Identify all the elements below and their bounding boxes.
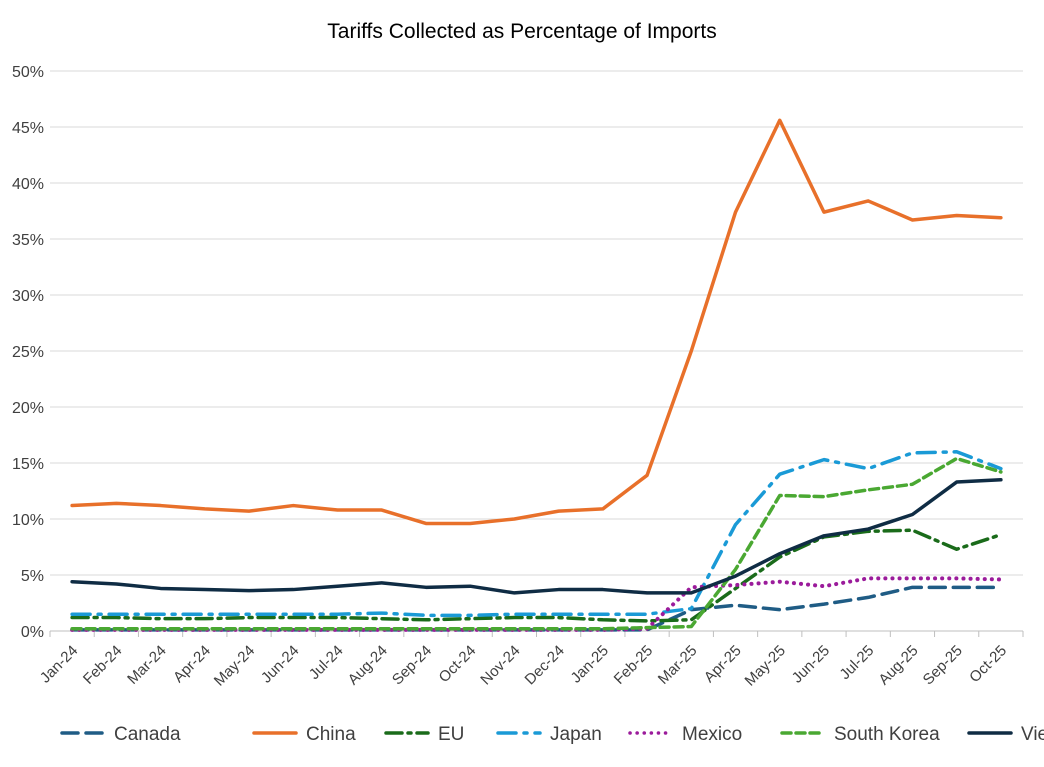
x-tick-label: Jan-24 (37, 642, 81, 686)
y-tick-label: 35% (12, 232, 44, 249)
x-tick-label: Nov-24 (477, 642, 523, 688)
legend-item: Canada (60, 724, 181, 745)
y-tick-label: 0% (21, 624, 44, 641)
x-tick-label: May-25 (742, 642, 789, 689)
legend-item: Japan (496, 724, 602, 745)
y-tick-label: 50% (12, 64, 44, 81)
x-tick-label: Apr-25 (701, 642, 745, 686)
y-tick-label: 30% (12, 288, 44, 305)
x-tick-label: Jun-24 (258, 642, 302, 686)
x-tick-label: Feb-25 (611, 642, 657, 688)
x-tick-label: Apr-24 (170, 642, 214, 686)
legend-label: Canada (114, 724, 181, 745)
y-tick-label: 5% (21, 568, 44, 585)
y-tick-label: 25% (12, 344, 44, 361)
x-tick-label: May-24 (211, 642, 258, 689)
series-line-canada (70, 585, 1003, 632)
series-line-eu (70, 528, 1003, 623)
y-tick-label: 40% (12, 176, 44, 193)
x-tick-label: Jul-24 (306, 642, 347, 683)
x-tick-label: Dec-24 (522, 642, 568, 688)
chart-title: Tariffs Collected as Percentage of Impor… (327, 20, 716, 43)
x-tick-label: Mar-24 (124, 642, 170, 688)
legend-label: China (306, 724, 356, 745)
x-tick-label: Jul-25 (836, 642, 877, 683)
x-tick-label: Mar-25 (655, 642, 701, 688)
x-tick-label: Jan-25 (568, 642, 612, 686)
y-tick-label: 10% (12, 512, 44, 529)
x-tick-label: Oct-24 (435, 642, 479, 686)
legend-label: South Korea (834, 724, 940, 745)
x-tick-label: Oct-25 (966, 642, 1010, 686)
y-tick-label: 15% (12, 456, 44, 473)
x-tick-label: Jun-25 (789, 642, 833, 686)
x-tick-label: Feb-24 (80, 642, 126, 688)
legend-label: Vietnam (1021, 724, 1044, 745)
series-line-south-korea (70, 456, 1003, 631)
legend-label: Japan (550, 724, 602, 745)
series-line-mexico (70, 576, 1003, 632)
legend-label: Mexico (682, 724, 742, 745)
legend-label: EU (438, 724, 464, 745)
y-tick-label: 20% (12, 400, 44, 417)
series-line-japan (70, 450, 1003, 618)
legend-item: South Korea (780, 724, 940, 745)
legend-item: Vietnam (967, 724, 1044, 745)
x-tick-label: Sep-25 (920, 642, 966, 688)
x-tick-label: Aug-25 (875, 642, 921, 688)
legend-item: Mexico (628, 724, 742, 745)
series-line-china (70, 118, 1003, 526)
y-tick-label: 45% (12, 120, 44, 137)
legend-item: China (252, 724, 356, 745)
legend-item: EU (384, 724, 464, 745)
series-line-vietnam (70, 478, 1003, 595)
x-tick-label: Aug-24 (345, 642, 391, 688)
x-tick-label: Sep-24 (389, 642, 435, 688)
